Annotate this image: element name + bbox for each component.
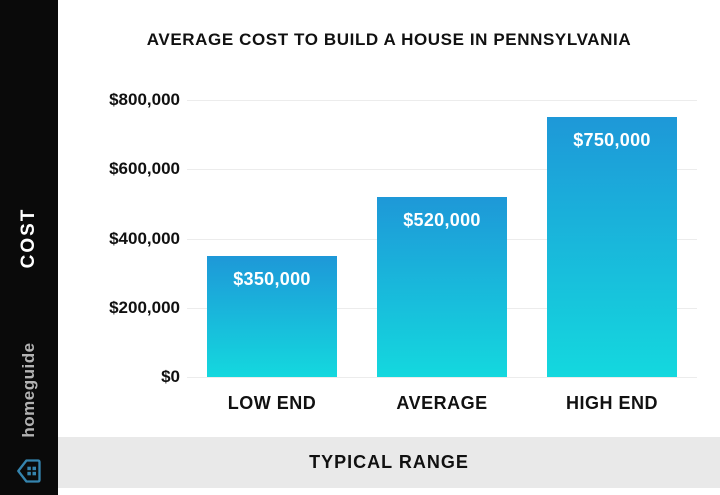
x-tick-label-high-end: HIGH END <box>565 393 658 413</box>
brand-name: homeguide <box>19 342 38 438</box>
gridline <box>187 377 697 378</box>
y-tick-label: $800,000 <box>109 90 180 109</box>
x-axis-title-band: TYPICAL RANGE <box>58 437 720 488</box>
plot-area: $350,000 $520,000 $750,000 <box>187 100 697 378</box>
bar-slot: $350,000 <box>187 100 357 377</box>
house-icon <box>17 459 41 483</box>
bar-low-end: $350,000 <box>207 255 337 377</box>
bars: $350,000 $520,000 $750,000 <box>187 100 697 377</box>
chart-area: AVERAGE COST TO BUILD A HOUSE IN PENNSYL… <box>58 0 720 437</box>
y-tick-label: $400,000 <box>109 228 180 248</box>
bar-value-label: $750,000 <box>573 130 651 151</box>
y-tick-label: $0 <box>161 367 180 386</box>
gridline <box>187 100 697 101</box>
sidebar: COST homeguide <box>0 0 58 495</box>
chart-title: AVERAGE COST TO BUILD A HOUSE IN PENNSYL… <box>146 30 632 49</box>
x-tick-label-low-end: LOW END <box>227 393 317 413</box>
x-axis-title: TYPICAL RANGE <box>309 452 469 472</box>
x-axis-labels: LOW END AVERAGE HIGH END <box>187 393 697 414</box>
y-axis-title: COST <box>18 207 39 269</box>
y-tick-label: $200,000 <box>109 297 180 317</box>
bar-average: $520,000 <box>377 196 507 377</box>
bar-slot: $750,000 <box>527 100 697 377</box>
bar-value-label: $350,000 <box>233 268 311 289</box>
bar-value-label: $520,000 <box>403 209 481 230</box>
bar-high-end: $750,000 <box>547 117 677 377</box>
x-tick-label-average: AVERAGE <box>396 393 488 413</box>
gridline <box>187 169 697 171</box>
y-axis-labels: $800,000 $600,000 $400,000 $200,000 $0 <box>58 90 180 386</box>
y-tick-label: $600,000 <box>109 159 180 179</box>
bar-slot: $520,000 <box>357 100 527 377</box>
